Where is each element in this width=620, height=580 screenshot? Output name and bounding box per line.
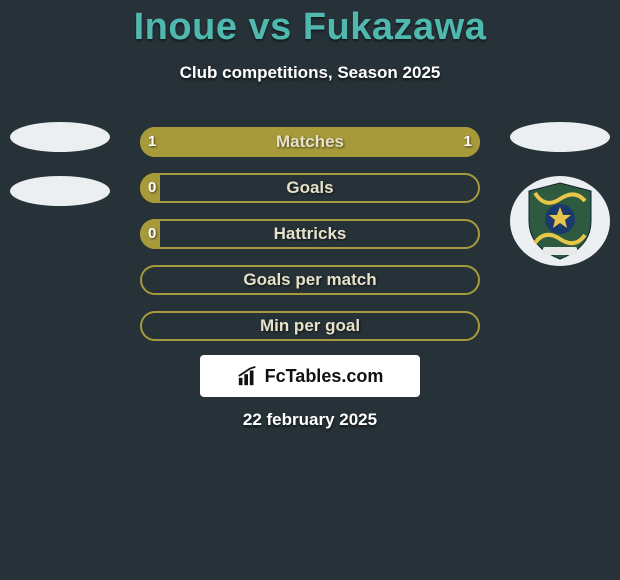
stat-label: Hattricks <box>140 219 480 249</box>
date-text: 22 february 2025 <box>0 410 620 430</box>
stat-value-right: 1 <box>464 127 472 157</box>
stat-value-left: 0 <box>148 219 156 249</box>
chart-icon <box>237 365 259 387</box>
stat-label: Goals <box>140 173 480 203</box>
stat-row: Goals0 <box>0 166 620 212</box>
stat-label: Min per goal <box>140 311 480 341</box>
stat-value-left: 0 <box>148 173 156 203</box>
stat-row: Min per goal <box>0 304 620 350</box>
stat-rows: Matches11Goals0Hattricks0Goals per match… <box>0 120 620 350</box>
stat-row: Goals per match <box>0 258 620 304</box>
stat-label: Matches <box>140 127 480 157</box>
stat-label: Goals per match <box>140 265 480 295</box>
branding-text: FcTables.com <box>265 366 384 387</box>
subtitle: Club competitions, Season 2025 <box>0 63 620 83</box>
stat-row: Matches1 1 <box>0 120 620 166</box>
stat-value-left: 1 <box>148 127 156 157</box>
page-title: Inoue vs Fukazawa <box>0 0 620 49</box>
branding-badge: FcTables.com <box>200 355 420 397</box>
stat-row: Hattricks0 <box>0 212 620 258</box>
